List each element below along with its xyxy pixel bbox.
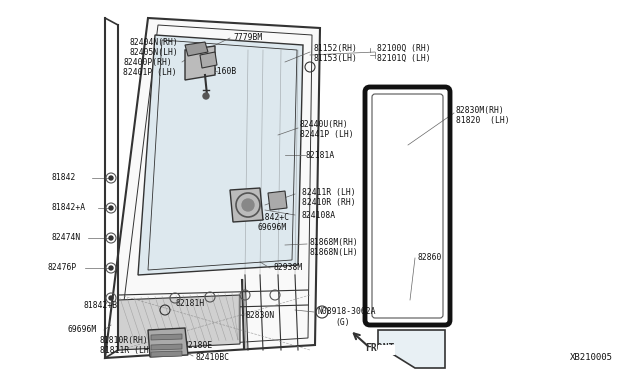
- Text: 81820  (LH): 81820 (LH): [456, 115, 509, 125]
- Text: 81842+A: 81842+A: [52, 203, 86, 212]
- Text: 81153(LH): 81153(LH): [313, 54, 357, 62]
- Text: XB210005: XB210005: [570, 353, 613, 362]
- Text: 82160B: 82160B: [207, 67, 236, 77]
- Text: 81842+C: 81842+C: [256, 214, 290, 222]
- Polygon shape: [378, 330, 445, 368]
- Text: FRONT: FRONT: [365, 343, 394, 353]
- Text: 69696M: 69696M: [258, 224, 287, 232]
- Circle shape: [109, 296, 113, 300]
- Polygon shape: [378, 345, 395, 355]
- Circle shape: [109, 266, 113, 270]
- Polygon shape: [185, 42, 208, 56]
- Text: 81842+B: 81842+B: [83, 301, 117, 310]
- Polygon shape: [230, 188, 263, 222]
- Circle shape: [203, 93, 209, 99]
- Text: 81811R (LH): 81811R (LH): [100, 346, 154, 355]
- Text: 82404N(RH): 82404N(RH): [130, 38, 179, 46]
- Polygon shape: [148, 328, 188, 357]
- Text: 81868M(RH): 81868M(RH): [309, 237, 358, 247]
- Text: 69696M: 69696M: [68, 326, 97, 334]
- Text: 82405N(LH): 82405N(LH): [130, 48, 179, 57]
- Text: 7779BM: 7779BM: [233, 33, 262, 42]
- Text: 82181H: 82181H: [175, 298, 204, 308]
- Text: 82410BC: 82410BC: [195, 353, 229, 362]
- Text: 82100Q (RH): 82100Q (RH): [377, 44, 431, 52]
- Polygon shape: [151, 334, 182, 340]
- Circle shape: [242, 199, 254, 211]
- Polygon shape: [185, 46, 215, 80]
- Text: 82401P (LH): 82401P (LH): [123, 67, 177, 77]
- Text: 81842: 81842: [52, 173, 76, 183]
- Text: 824108A: 824108A: [302, 211, 336, 219]
- Text: 82830N: 82830N: [245, 311, 275, 320]
- Text: 82410R (RH): 82410R (RH): [302, 198, 356, 206]
- Polygon shape: [138, 35, 303, 275]
- Text: 82101Q (LH): 82101Q (LH): [377, 54, 431, 62]
- Text: (G): (G): [335, 318, 349, 327]
- Polygon shape: [151, 351, 182, 357]
- Text: 82830M(RH): 82830M(RH): [456, 106, 505, 115]
- Text: 81152(RH): 81152(RH): [313, 44, 357, 52]
- Text: 82476P: 82476P: [48, 263, 77, 273]
- Text: N08918-3062A: N08918-3062A: [318, 308, 376, 317]
- Polygon shape: [105, 18, 320, 358]
- Polygon shape: [200, 52, 217, 68]
- Text: 82400P(RH): 82400P(RH): [123, 58, 172, 67]
- Text: 82441P (LH): 82441P (LH): [300, 131, 354, 140]
- Text: 82860: 82860: [417, 253, 442, 263]
- Circle shape: [109, 236, 113, 240]
- Circle shape: [109, 176, 113, 180]
- Polygon shape: [268, 191, 287, 210]
- Text: 82440U(RH): 82440U(RH): [300, 121, 349, 129]
- Circle shape: [109, 206, 113, 210]
- Text: 82181A: 82181A: [305, 151, 334, 160]
- Text: 81868N(LH): 81868N(LH): [309, 247, 358, 257]
- Text: 82938M: 82938M: [273, 263, 302, 273]
- Polygon shape: [151, 344, 182, 350]
- Text: 81810R(RH): 81810R(RH): [100, 336, 148, 344]
- Polygon shape: [118, 295, 240, 350]
- Text: 82180E: 82180E: [183, 340, 212, 350]
- Text: 82474N: 82474N: [52, 234, 81, 243]
- Text: 82411R (LH): 82411R (LH): [302, 187, 356, 196]
